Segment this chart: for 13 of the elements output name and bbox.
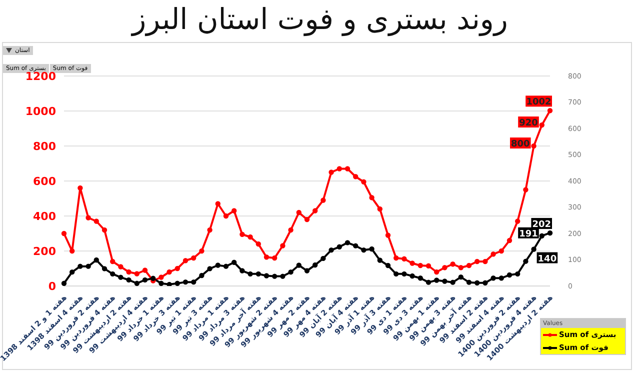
y-tick-label: 800 bbox=[33, 140, 56, 153]
y-tick-label: 200 bbox=[33, 244, 56, 258]
y-tick-label: 400 bbox=[33, 210, 56, 223]
data-label: 1002 bbox=[526, 98, 552, 108]
y-tick-label: 600 bbox=[33, 174, 56, 188]
data-label: 191 bbox=[519, 229, 538, 240]
y-tick-label: 1000 bbox=[25, 104, 56, 118]
data-label: 140 bbox=[538, 254, 557, 264]
y-tick-label: 0 bbox=[48, 280, 56, 293]
chart-title: روند بستری و فوت استان البرز bbox=[130, 2, 509, 36]
data-label: 202 bbox=[532, 220, 551, 230]
data-label: 800 bbox=[511, 140, 530, 150]
data-label: 920 bbox=[519, 118, 538, 128]
